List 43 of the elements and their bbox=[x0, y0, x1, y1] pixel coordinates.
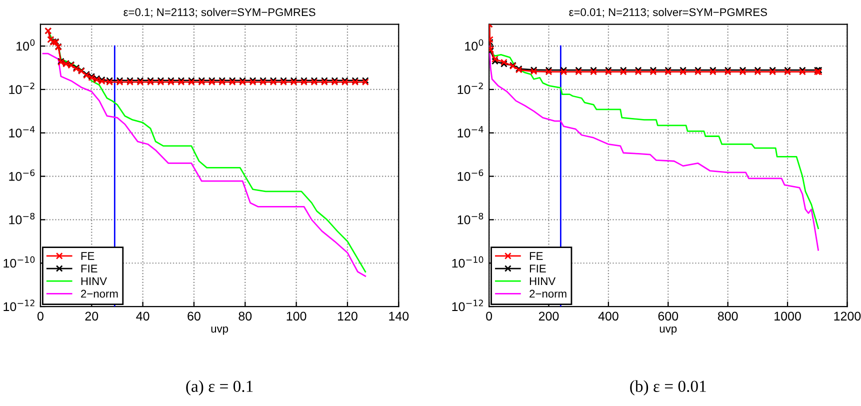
legend-label: HINV bbox=[81, 277, 107, 285]
y-tick-label: 10$^{−10}$ bbox=[452, 256, 484, 268]
legend-label: FIE bbox=[81, 264, 98, 272]
x-tick-label: 100 bbox=[286, 312, 306, 321]
y-tick-label: 10$^{−8}$ bbox=[9, 212, 35, 224]
x-tick-label: 20 bbox=[85, 312, 98, 321]
y-tick-label: 10$^{0}$ bbox=[16, 39, 35, 51]
legend-label: 2−norm bbox=[81, 290, 118, 298]
x-tick-label: 400 bbox=[598, 312, 618, 321]
y-tick-label: 10$^{−4}$ bbox=[458, 126, 484, 138]
text: (a) ε = 0.1 bbox=[186, 380, 253, 396]
x-axis-title: uvp bbox=[660, 326, 677, 335]
x-tick-label: 0 bbox=[486, 312, 492, 321]
x-tick-label: 1200 bbox=[834, 312, 861, 321]
y-tick-label: 10$^{−4}$ bbox=[9, 126, 35, 138]
chart-title: ε=0.1; N=2113; solver=SYM−PGMRES bbox=[124, 8, 316, 18]
y-tick-label: 10$^{−10}$ bbox=[4, 256, 35, 268]
x-tick-label: 0 bbox=[37, 312, 44, 321]
y-tick-label: 10$^{−6}$ bbox=[9, 169, 35, 181]
x-tick-label: 120 bbox=[338, 312, 358, 321]
y-tick-label: 10$^{−12}$ bbox=[4, 300, 34, 312]
x-tick-label: 1000 bbox=[774, 312, 801, 321]
y-tick-label: 10$^{−8}$ bbox=[458, 212, 484, 224]
x-tick-label: 80 bbox=[238, 312, 252, 321]
y-tick-label: 10$^{−2}$ bbox=[9, 82, 34, 94]
x-tick-label: 60 bbox=[188, 312, 200, 321]
y-tick-label: 10$^{0}$ bbox=[465, 39, 484, 51]
y-tick-label: 10$^{−6}$ bbox=[458, 169, 484, 181]
x-tick-label: 200 bbox=[538, 312, 559, 321]
x-tick-label: 140 bbox=[389, 312, 409, 321]
x-axis-title: uvp bbox=[211, 326, 228, 335]
legend-label: FIE bbox=[530, 264, 546, 272]
x-tick-label: 40 bbox=[136, 312, 150, 321]
chart-title: ε=0.01; N=2113; solver=SYM−PGMRES bbox=[569, 8, 767, 18]
y-tick-label: 10$^{−12}$ bbox=[452, 300, 483, 312]
y-tick-label: 10$^{−2}$ bbox=[458, 82, 483, 94]
x-tick-label: 600 bbox=[658, 312, 678, 321]
legend-label: FE bbox=[81, 252, 94, 260]
x-tick-label: 800 bbox=[718, 312, 738, 321]
text: (b) ε = 0.01 bbox=[630, 380, 706, 396]
legend-label: HINV bbox=[530, 277, 556, 285]
legend-label: 2−norm bbox=[530, 290, 566, 298]
legend-label: FE bbox=[530, 252, 543, 260]
